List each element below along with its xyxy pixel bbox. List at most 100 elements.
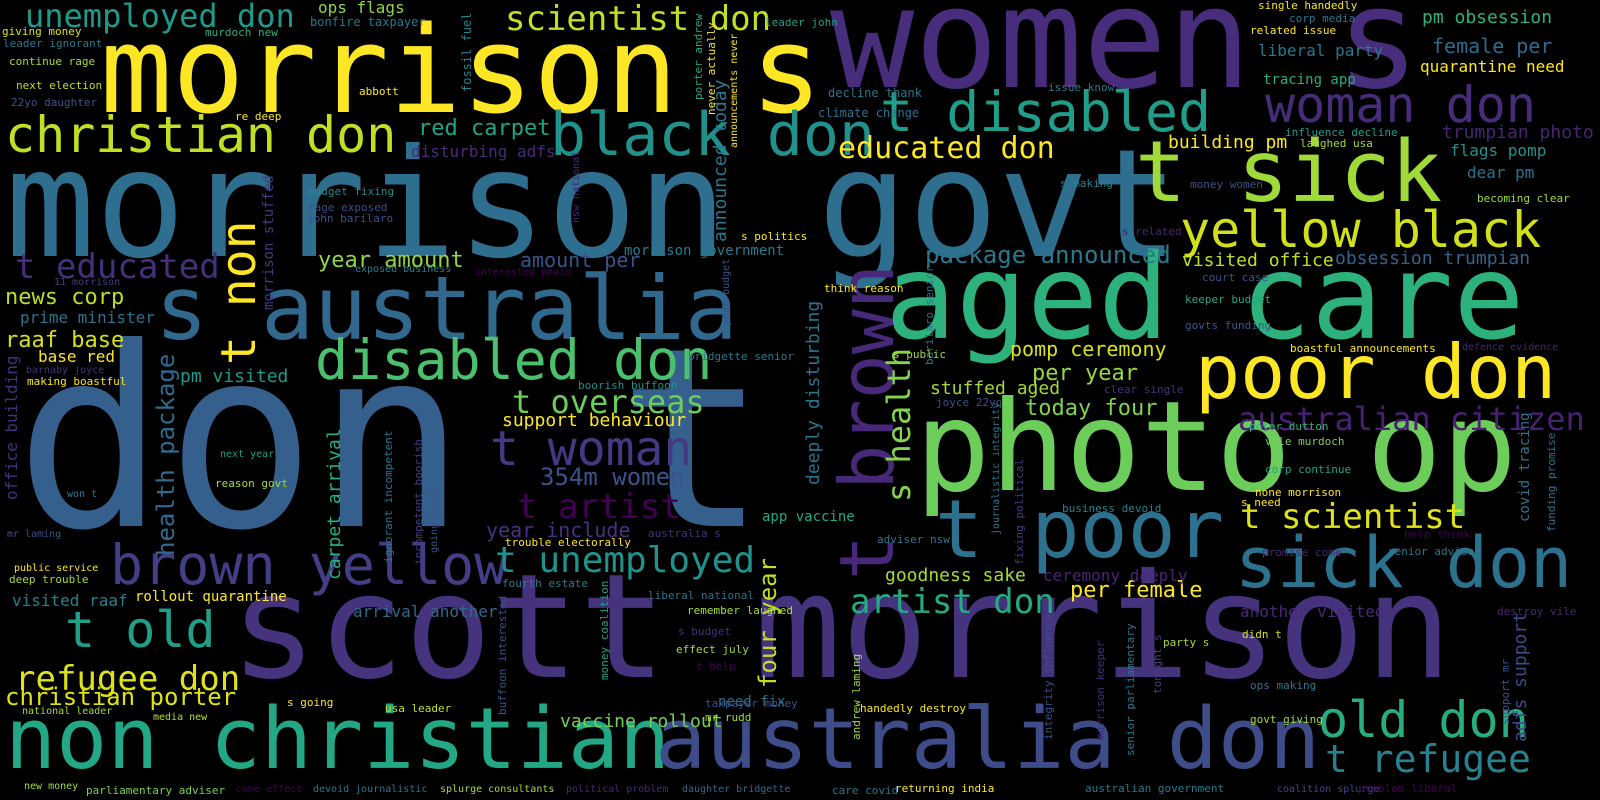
word-354m-women: 354m women [540, 463, 685, 491]
word-brown-yellow: brown yellow [110, 533, 508, 597]
word-t-non: t non [211, 220, 267, 366]
word-adfs-support: disturbing adfs [411, 142, 556, 161]
word-trouble-electorally: trouble electorally [505, 536, 631, 549]
word-quarantine-need: quarantine need [1420, 57, 1565, 76]
word-none-morrison: none morrison [1255, 486, 1342, 499]
word-health-package: health package [152, 353, 180, 556]
word-artist-don: artist don [850, 582, 1055, 622]
word-taxpayer-money: taxpayer money [705, 697, 798, 710]
word-laughed-usa: laughed usa [1300, 137, 1373, 150]
word-dont: don t [15, 294, 768, 585]
word-t-poor: t poor [935, 483, 1224, 576]
word-making-boastful: making boastful [27, 375, 127, 388]
word-senior-parliamentary: senior parliamentary [1124, 623, 1137, 756]
word-pm-obsession: pm obsession [1422, 7, 1553, 28]
word-non-christian: non christian [5, 690, 671, 789]
word-morrison-stuffed: morrison stuffed [261, 175, 277, 310]
word-dear-pm: dear pm [1467, 163, 1535, 182]
word-joyce-22yo: joyce 22yo [936, 396, 1003, 409]
word-vile-murdoch: vile murdoch [1265, 435, 1345, 448]
word-never-actually: never actually [705, 22, 718, 115]
word-22yo-daughter: 22yo daughter [11, 96, 98, 109]
word-coalition-splurge: coalition splurge [1277, 784, 1380, 795]
word-australia-don: australia don [655, 690, 1321, 789]
word-boorish-buffoon: boorish buffoon [578, 379, 678, 392]
word-giving-money: giving money [2, 25, 82, 38]
word-reason-govt: reason govt [215, 477, 288, 490]
word-adviser-nsw: adviser nsw [877, 533, 950, 546]
word-year-budget: year budget [721, 258, 732, 325]
word-s-politics: s politics [741, 230, 808, 243]
word-help-think: help think [1404, 528, 1471, 541]
word-mr-rudd: mr rudd [705, 711, 752, 724]
word-aged-care: aged care [885, 228, 1525, 366]
word-ops-flags: ops flags [318, 0, 405, 17]
word-funding-promise: funding promise [1545, 432, 1558, 532]
word-devoid-journalistic: devoid journalistic [313, 784, 428, 795]
word-abbott: abbott [359, 85, 399, 98]
word-senior-adviser: senior adviser [1388, 545, 1481, 558]
word-peter-dutton: peter dutton [1249, 420, 1329, 433]
word-stuffed-aged: stuffed aged [930, 378, 1061, 399]
word-s-budget: s budget [678, 625, 731, 638]
word-amount-per: amount per [520, 248, 641, 272]
word-ignorant-incompetent: ignorant incompetent [382, 430, 395, 563]
word-flags-pomp: flags pomp [1450, 141, 1547, 160]
word-scientist-don: scientist don [505, 0, 772, 39]
word-becoming-clear: becoming clear [1477, 192, 1570, 205]
word-problem-liberal: problem liberal [1358, 782, 1458, 795]
word-disturbing-adfs: adfs support [1510, 611, 1531, 742]
word-next-election: next election [16, 79, 103, 92]
word-interested-photo: interested photo [475, 267, 572, 278]
word-clear-single: clear single [1104, 383, 1184, 396]
word-t-sick: t sick [1135, 123, 1443, 222]
word-base-red: base red [38, 347, 116, 366]
word-refugee-don: refugee don [15, 659, 241, 699]
word-climate-change: climate change [818, 106, 920, 120]
word-morrison-government: morrison government [624, 243, 785, 259]
word-mr-laming: mr laming [7, 529, 62, 540]
word-unemployed-don: unemployed don [25, 0, 295, 35]
word-related-issue: related issue [1250, 24, 1337, 37]
word-bridgette-senior: bridgette senior [688, 350, 794, 363]
word-new-money: new money [24, 781, 79, 792]
word-promise-come: promise come [1262, 546, 1342, 559]
word-s-making: s making [1060, 177, 1113, 190]
word-court-case: court case [1202, 271, 1269, 284]
word-political-problem: political problem [566, 784, 669, 795]
word-australia-s: australia s [648, 527, 721, 540]
word-carpet-arrival: carpet arrival [324, 428, 345, 580]
word-business-devoid: business devoid [1062, 502, 1162, 515]
word-need-fix: need fix [718, 694, 786, 710]
word-nsw-national: nsw national [571, 150, 582, 223]
word-t-unemployed: t unemployed [495, 540, 756, 581]
word-covid-tracing: covid tracing [1517, 412, 1533, 522]
word-per-year: per year [1032, 361, 1138, 386]
word-red-carpet: red carpet [418, 116, 551, 141]
word-think-reason: think reason [824, 282, 904, 295]
word-year-amount: year amount [318, 248, 464, 273]
word-t-educated: t educated [15, 247, 220, 287]
word-leader-ignorant: leader ignorant [3, 37, 103, 50]
word-four-year: four year [754, 557, 782, 688]
word-rollout-quarantine: rollout quarantine [135, 589, 287, 605]
word-goodness-sake: goodness sake [885, 565, 1026, 586]
word-daughter-bridgette: daughter bridgette [682, 784, 791, 795]
word-going-tough: going tough [429, 486, 440, 553]
word-andrew-laming: andrew laming [850, 653, 863, 740]
word-re-deep: re deep [235, 110, 282, 123]
word-announcements-never: announcements never [729, 33, 740, 148]
word-11-morrison: 11 morrison [54, 277, 121, 288]
word-s-public: s public [893, 348, 946, 361]
word-govts-funding: govts funding [1185, 319, 1272, 332]
word-influence-decline: influence decline [1285, 126, 1398, 139]
word-rage-exposed: rage exposed [308, 201, 388, 214]
word-defence-evidence: defence evidence [1462, 342, 1559, 353]
word-bonfire-taxpayer: bonfire taxpayer [310, 15, 426, 29]
word-morrisons: morrison s [100, 2, 823, 141]
word-budget-fixing: budget fixing [308, 185, 395, 198]
word-money-women: money women [1190, 178, 1263, 191]
word-public-service: public service [14, 563, 99, 574]
word-morrison-keeper: morrison keeper [1094, 640, 1107, 740]
word-ceremony-deeply: ceremony deeply [1043, 566, 1188, 585]
